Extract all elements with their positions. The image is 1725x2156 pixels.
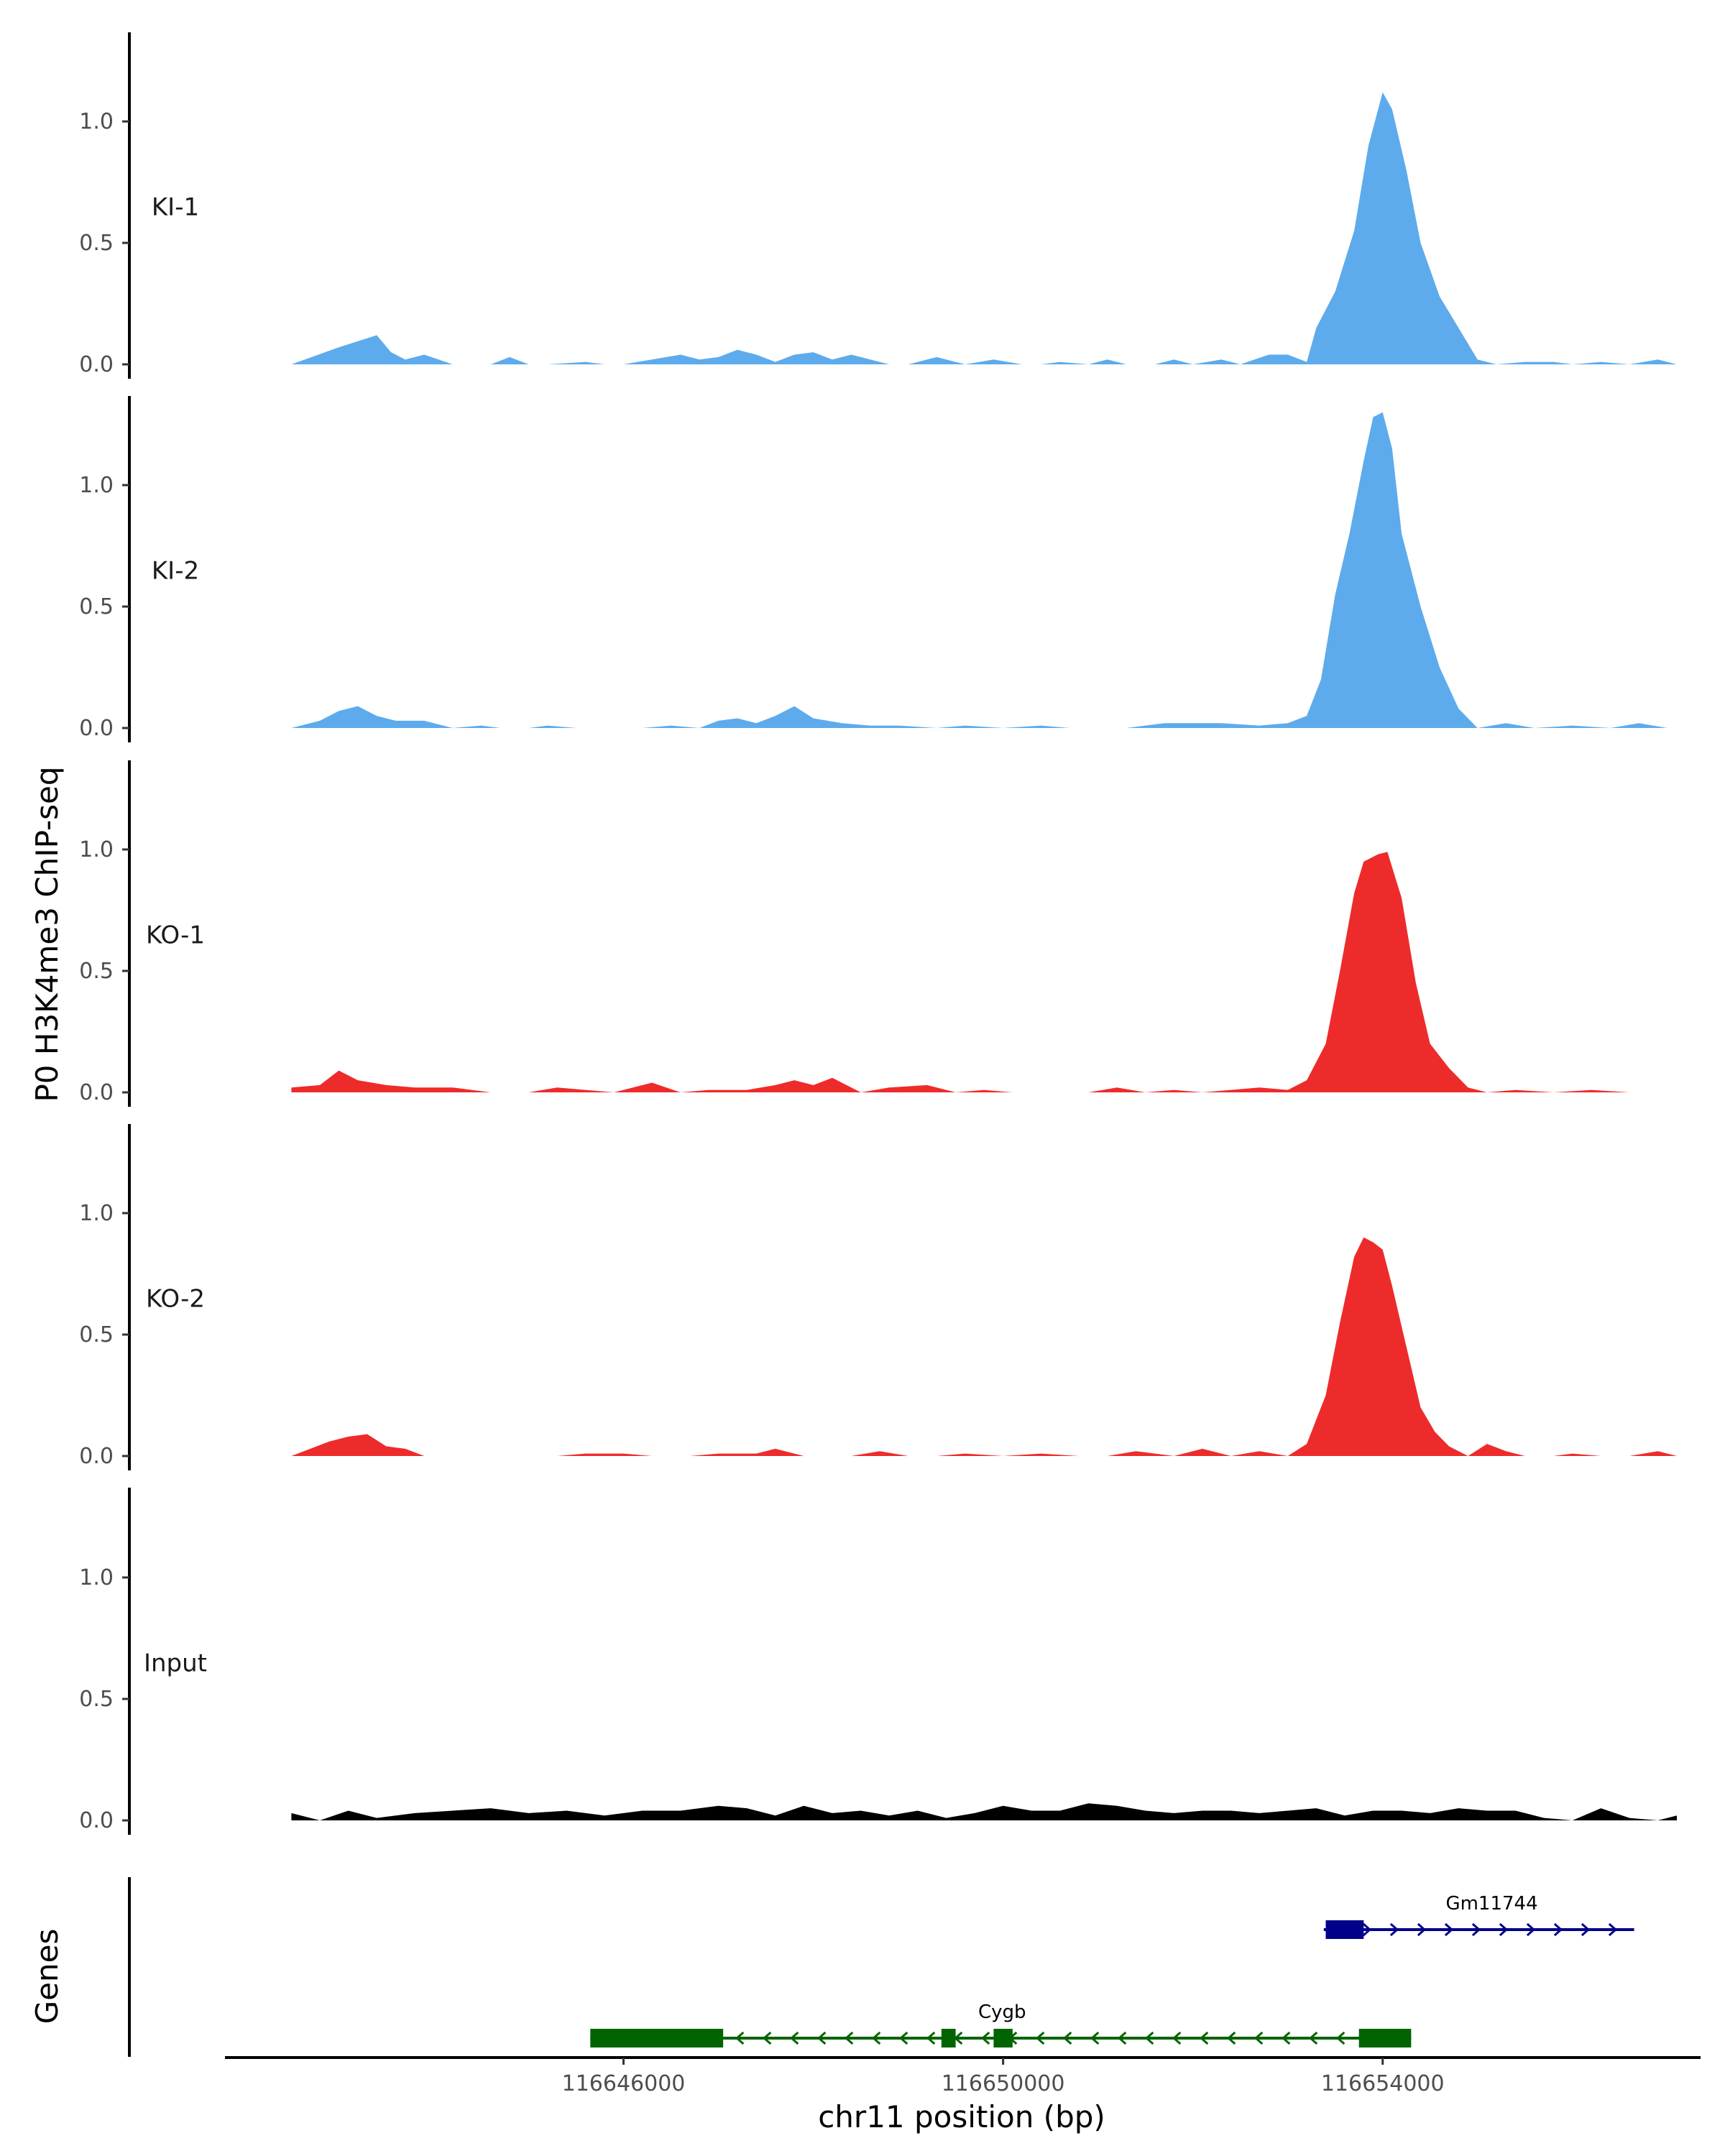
x-tick-label: 116654000 <box>1321 2071 1445 2096</box>
gene-cygb: Cygb <box>590 2001 1412 2047</box>
strand-arrow <box>1200 2031 1209 2045</box>
strand-arrow <box>1145 2031 1154 2045</box>
track-ki-1: 0.0 0.5 1.0 KI-1 <box>79 32 1677 379</box>
strand-arrow <box>1553 1922 1563 1937</box>
track-ki-2: 0.0 0.5 1.0 KI-2 <box>79 396 1668 742</box>
x-axis: 116646000 116650000 116654000 <box>225 2056 1701 2096</box>
strand-arrow <box>926 2031 936 2045</box>
signal-tracks: 0.00.51.0KI-10.00.51.0KI-20.00.51.0KO-10… <box>79 32 1677 1835</box>
genes-axis-title: Genes <box>29 1929 65 2024</box>
strand-arrow <box>817 2031 827 2045</box>
strand-arrow <box>1608 1922 1618 1937</box>
strand-arrow <box>1282 2031 1291 2045</box>
strand-arrow <box>1336 2031 1346 2045</box>
track-label: KI-1 <box>152 193 199 221</box>
strand-arrow <box>1118 2031 1127 2045</box>
y-tick-label: 0.5 <box>79 231 114 256</box>
gene-label: Cygb <box>978 2001 1026 2023</box>
strand-arrow <box>1471 1922 1481 1937</box>
y-tick-label: 0.0 <box>79 1808 114 1833</box>
strand-arrow <box>1499 1922 1509 1937</box>
y-tick-label: 0.0 <box>79 1444 114 1469</box>
y-tick-label: 1.0 <box>79 473 114 498</box>
y-tick-label: 1.0 <box>79 109 114 134</box>
y-tick-label: 0.5 <box>79 1322 114 1348</box>
exon <box>993 2029 1013 2047</box>
y-tick-label: 1.0 <box>79 837 114 862</box>
track-ko-2: 0.0 0.5 1.0 KO-2 <box>79 1124 1677 1470</box>
strand-arrow <box>763 2031 772 2045</box>
x-tick-label: 116646000 <box>562 2071 686 2096</box>
y-tick-label: 0.5 <box>79 1687 114 1712</box>
y-tick-label: 0.0 <box>79 1080 114 1105</box>
strand-arrow <box>1417 1922 1427 1937</box>
y-tick-label: 0.0 <box>79 716 114 741</box>
exon <box>1325 1920 1364 1939</box>
track-label: KO-1 <box>146 921 205 949</box>
strand-arrow <box>1036 2031 1045 2045</box>
strand-arrow <box>1389 1922 1399 1937</box>
track-ko-1: 0.0 0.5 1.0 KO-1 <box>79 760 1668 1107</box>
signal-area <box>291 1803 1677 1820</box>
signal-area <box>291 412 1668 728</box>
exon <box>1358 2029 1412 2047</box>
signal-area <box>291 92 1677 364</box>
track-label: KO-2 <box>146 1284 205 1313</box>
y-tick-label: 1.0 <box>79 1201 114 1226</box>
track-label: KI-2 <box>152 556 199 585</box>
x-axis-title: chr11 position (bp) <box>818 2099 1105 2134</box>
track-label: Input <box>144 1649 207 1677</box>
strand-arrow <box>1526 1922 1536 1937</box>
strand-arrow <box>735 2031 745 2045</box>
gene-label: Gm11744 <box>1445 1893 1537 1915</box>
exon <box>941 2029 956 2047</box>
track-input: 0.0 0.5 1.0 Input <box>79 1488 1677 1835</box>
strand-arrow <box>899 2031 908 2045</box>
y-tick-label: 0.0 <box>79 352 114 377</box>
y-tick-label: 1.0 <box>79 1565 114 1590</box>
strand-arrow <box>845 2031 854 2045</box>
y-tick-label: 0.5 <box>79 959 114 984</box>
strand-arrow <box>872 2031 881 2045</box>
gene-gm11744: Gm11744 <box>1323 1893 1634 1939</box>
strand-arrow <box>1172 2031 1182 2045</box>
strand-arrow <box>1090 2031 1100 2045</box>
signal-area <box>291 852 1668 1092</box>
strand-arrow <box>1254 2031 1264 2045</box>
strand-arrow <box>1063 2031 1072 2045</box>
strand-arrow <box>1444 1922 1454 1937</box>
signal-area <box>291 1237 1677 1456</box>
strand-arrow <box>1581 1922 1591 1937</box>
x-tick-label: 116650000 <box>942 2071 1065 2096</box>
strand-arrow <box>1362 1922 1372 1937</box>
strand-arrow <box>1227 2031 1236 2045</box>
exon <box>590 2029 724 2047</box>
strand-arrow <box>981 2031 990 2045</box>
genes-track: Gm11744 Cygb <box>128 1877 1634 2057</box>
y-tick-label: 0.5 <box>79 594 114 619</box>
strand-arrow <box>1309 2031 1318 2045</box>
strand-arrow <box>790 2031 799 2045</box>
y-axis-title: P0 H3K4me3 ChIP-seq <box>29 766 65 1102</box>
